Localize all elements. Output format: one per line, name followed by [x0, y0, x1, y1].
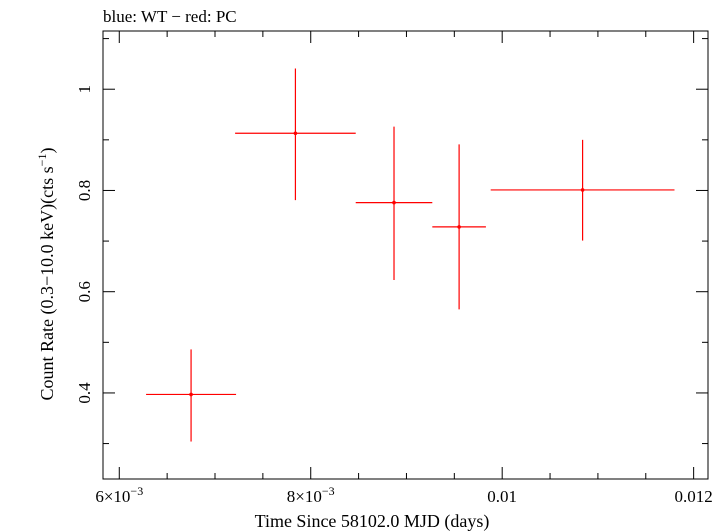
x-tick-label-exponent: −3: [322, 484, 335, 498]
x-tick-label-mantissa: 6×10: [95, 487, 130, 506]
y-tick-label: 0.8: [75, 180, 94, 201]
data-point: [235, 68, 356, 201]
x-tick-labels: 6×10−3 8×10−3 0.01 0.012: [95, 484, 712, 506]
y-axis-label-exponent: −1: [35, 154, 49, 167]
y-axis-label: Count Rate (0.3−10.0 keV)(cts s−1): [35, 148, 58, 401]
data-point: [432, 144, 486, 310]
data-marker: [293, 131, 298, 136]
y-tick-label: 0.4: [75, 382, 94, 404]
x-tick-label-exponent: −3: [130, 484, 143, 498]
major-ticks: [103, 31, 708, 479]
plot-frame: [102, 30, 709, 480]
chart-title: blue: WT − red: PC: [103, 7, 237, 26]
x-tick-label: 0.01: [487, 487, 517, 506]
x-tick-label: 6×10−3: [95, 484, 143, 506]
x-tick-label: 8×10−3: [287, 484, 335, 506]
y-tick-label: 0.6: [75, 281, 94, 302]
y-axis-label-main: Count Rate (0.3−10.0 keV)(cts s: [37, 166, 58, 400]
data-marker: [189, 392, 193, 397]
y-tick-labels: 0.4 0.6 0.8 1: [75, 85, 94, 404]
x-axis-label: Time Since 58102.0 MJD (days): [255, 511, 490, 532]
x-tick-label: 0.012: [675, 487, 713, 506]
y-tick-label: 1: [75, 85, 94, 94]
minor-ticks: [103, 31, 708, 479]
x-tick-label-mantissa: 8×10: [287, 487, 322, 506]
y-axis-label-close: ): [37, 148, 58, 154]
data-marker: [392, 200, 396, 205]
data-point: [146, 349, 237, 442]
data-marker: [457, 225, 461, 229]
data-point: [490, 139, 675, 241]
data-point: [355, 126, 433, 281]
plot-border: [102, 30, 709, 480]
data-layer: [146, 68, 675, 442]
data-marker: [580, 188, 585, 192]
